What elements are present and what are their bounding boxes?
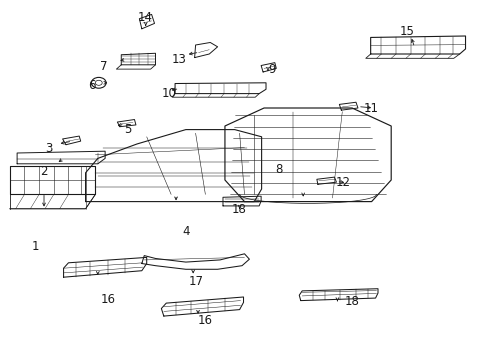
- Text: 7: 7: [100, 60, 107, 73]
- Text: 16: 16: [198, 314, 212, 327]
- Text: 16: 16: [101, 293, 116, 306]
- Text: 8: 8: [274, 163, 282, 176]
- Text: 11: 11: [364, 102, 378, 115]
- Text: 18: 18: [231, 203, 245, 216]
- Text: 17: 17: [189, 275, 203, 288]
- Text: 3: 3: [45, 142, 53, 155]
- Text: 9: 9: [267, 63, 275, 76]
- Text: 18: 18: [344, 295, 359, 308]
- Text: 6: 6: [88, 79, 96, 92]
- Text: 10: 10: [162, 87, 176, 100]
- Text: 14: 14: [137, 11, 152, 24]
- Text: 4: 4: [182, 225, 189, 238]
- Text: 13: 13: [171, 53, 186, 66]
- Text: 12: 12: [335, 176, 350, 189]
- Text: 2: 2: [40, 165, 48, 178]
- Text: 1: 1: [31, 240, 39, 253]
- Text: 15: 15: [399, 25, 413, 38]
- Text: 5: 5: [124, 123, 132, 136]
